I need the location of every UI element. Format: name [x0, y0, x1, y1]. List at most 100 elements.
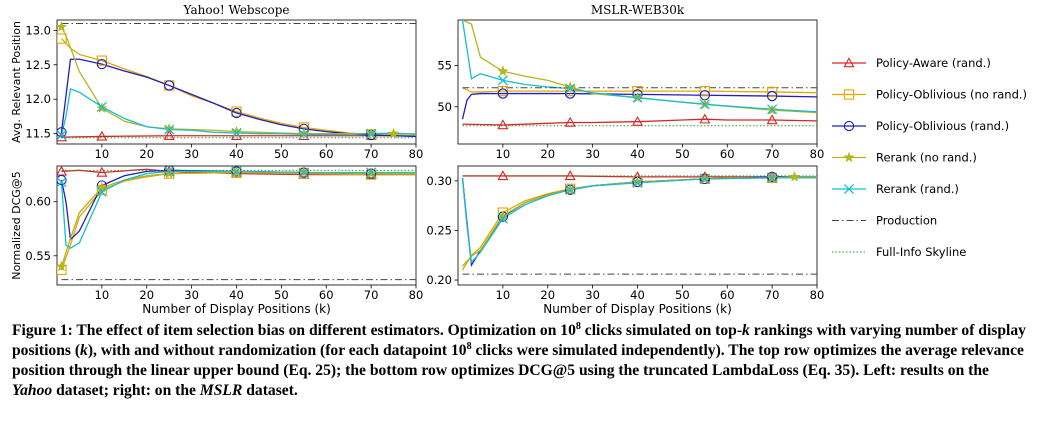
- data-point-policy-oblivious-no-rand: [766, 86, 778, 98]
- x-tick-label: 70: [364, 288, 379, 302]
- x-tick-label: 40: [229, 288, 244, 302]
- chart-panel-top-right: 10 20 30 40 50 60 70 80 50 55 MSLR-WEB30k: [437, 3, 824, 161]
- plot-area: [57, 20, 416, 142]
- data-point-policy-aware-rand: [497, 170, 509, 181]
- data-point-policy-oblivious-rand: [231, 107, 242, 119]
- data-point-rerank-rand: [231, 166, 242, 177]
- caption-label: Figure 1:: [12, 322, 73, 339]
- figure: 10 20 30 40 50 60 70 80 11.5 12.0 12.5 13.0 Yahoo! W…: [10, 3, 1027, 316]
- data-point-policy-oblivious-rand: [164, 80, 175, 91]
- data-point-rerank-rand: [565, 83, 576, 94]
- data-point-policy-aware-rand: [96, 166, 108, 177]
- data-point-rerank-rand: [632, 177, 643, 188]
- data-point-policy-oblivious-rand: [57, 127, 67, 138]
- y-tick-label: 12.5: [25, 58, 51, 72]
- data-point-rerank-rand: [767, 172, 778, 183]
- x-tick-label: 30: [184, 147, 199, 161]
- data-point-policy-oblivious-no-rand: [699, 85, 710, 97]
- legend-label-rerank-no-rand: Rerank (no rand.): [876, 151, 977, 165]
- data-point-rerank-rand: [96, 186, 107, 198]
- data-point-policy-oblivious-rand: [497, 88, 509, 99]
- x-tick-label: 70: [765, 288, 780, 302]
- series-line-rerank-rand: [60, 170, 416, 249]
- data-point-policy-oblivious-rand: [766, 90, 778, 102]
- series-line-policy-oblivious-rand: [60, 58, 416, 138]
- series-line-rerank-no-rand: [60, 171, 416, 267]
- data-point-policy-oblivious-no-rand: [96, 55, 108, 66]
- y-axis-label: Normalized DCG@5: [10, 171, 23, 280]
- legend-marker-rerank-rand: [843, 183, 855, 195]
- data-point-rerank-rand: [699, 99, 710, 110]
- x-tick-label: 50: [274, 288, 289, 302]
- x-tick-label: 70: [765, 147, 780, 161]
- data-point-rerank-rand: [366, 128, 377, 139]
- data-point-rerank-no-rand: [788, 170, 801, 182]
- x-tick-label: 20: [139, 147, 154, 161]
- data-point-policy-aware-rand: [766, 114, 778, 125]
- y-tick-label: 12.0: [25, 92, 51, 106]
- data-point-rerank-no-rand: [387, 127, 400, 139]
- x-tick-label: 50: [675, 288, 690, 302]
- x-tick-label: 30: [585, 288, 600, 302]
- x-tick-label: 10: [95, 288, 110, 302]
- x-tick-label: 40: [630, 147, 645, 161]
- series-line-policy-oblivious-no-rand: [462, 87, 817, 94]
- data-point-rerank-rand: [164, 124, 175, 135]
- legend-label-full-info-skyline: Full-Info Skyline: [876, 245, 966, 259]
- series-line-policy-oblivious-no-rand: [60, 171, 416, 271]
- series-line-policy-oblivious-rand: [461, 92, 817, 120]
- x-tick-label: 10: [496, 288, 511, 302]
- series-line-rerank-rand: [461, 177, 817, 264]
- legend-marker-rerank-no-rand: [843, 151, 855, 163]
- data-point-rerank-rand: [96, 101, 107, 112]
- data-point-policy-aware-rand: [631, 115, 644, 126]
- data-point-rerank-no-rand: [163, 167, 175, 179]
- data-point-rerank-no-rand: [96, 181, 108, 193]
- data-point-policy-oblivious-rand: [57, 174, 67, 186]
- legend-marker-policy-aware-rand: [843, 57, 855, 68]
- legend-label-rerank-rand: Rerank (rand.): [876, 182, 959, 196]
- data-point-rerank-rand: [231, 127, 242, 139]
- data-point-policy-aware-rand: [699, 113, 711, 124]
- data-point-rerank-rand: [767, 104, 778, 115]
- chart-title: MSLR-WEB30k: [591, 3, 685, 17]
- series-line-policy-aware-rand: [462, 118, 817, 126]
- series-line-policy-oblivious-rand: [461, 176, 817, 268]
- x-tick-label: 30: [184, 288, 199, 302]
- x-tick-label: 20: [540, 288, 555, 302]
- x-tick-label: 80: [409, 147, 424, 161]
- data-point-rerank-rand: [298, 167, 309, 178]
- data-point-policy-aware-rand: [163, 130, 175, 140]
- legend-label-policy-oblivious-rand: Policy-Oblivious (rand.): [876, 119, 1009, 133]
- data-point-rerank-no-rand: [230, 125, 243, 137]
- data-point-policy-oblivious-no-rand: [57, 33, 67, 44]
- y-tick-label: 0.55: [25, 249, 51, 263]
- series-line-rerank-rand: [60, 87, 416, 136]
- series-line-policy-oblivious-rand: [60, 169, 416, 241]
- legend-label-policy-aware-rand: Policy-Aware (rand.): [876, 56, 991, 70]
- legend-label-production: Production: [876, 214, 937, 228]
- data-point-policy-aware-rand: [564, 116, 576, 127]
- series-line-rerank-no-rand: [60, 26, 416, 135]
- data-point-rerank-no-rand: [163, 122, 175, 134]
- data-point-policy-aware-rand: [497, 119, 509, 130]
- data-point-policy-oblivious-no-rand: [497, 85, 509, 97]
- x-tick-label: 60: [319, 288, 334, 302]
- series-line-rerank-no-rand: [462, 176, 817, 267]
- x-tick-label: 60: [720, 147, 735, 161]
- x-tick-label: 20: [540, 147, 555, 161]
- y-tick-label: 0.20: [426, 273, 452, 287]
- y-tick-label: 13.0: [25, 23, 51, 37]
- x-tick-label: 30: [585, 147, 600, 161]
- x-axis-label: Number of Display Positions (k): [543, 302, 732, 316]
- y-tick-label: 0.60: [25, 195, 51, 209]
- x-tick-label: 80: [409, 288, 424, 302]
- data-point-rerank-no-rand: [57, 260, 68, 272]
- series-line-policy-oblivious-no-rand: [61, 38, 416, 137]
- x-tick-label: 70: [364, 147, 379, 161]
- data-point-rerank-rand: [565, 184, 576, 195]
- data-point-policy-aware-rand: [564, 170, 576, 181]
- data-point-rerank-no-rand: [631, 175, 644, 187]
- data-point-rerank-no-rand: [57, 20, 68, 32]
- data-point-policy-oblivious-rand: [96, 58, 108, 70]
